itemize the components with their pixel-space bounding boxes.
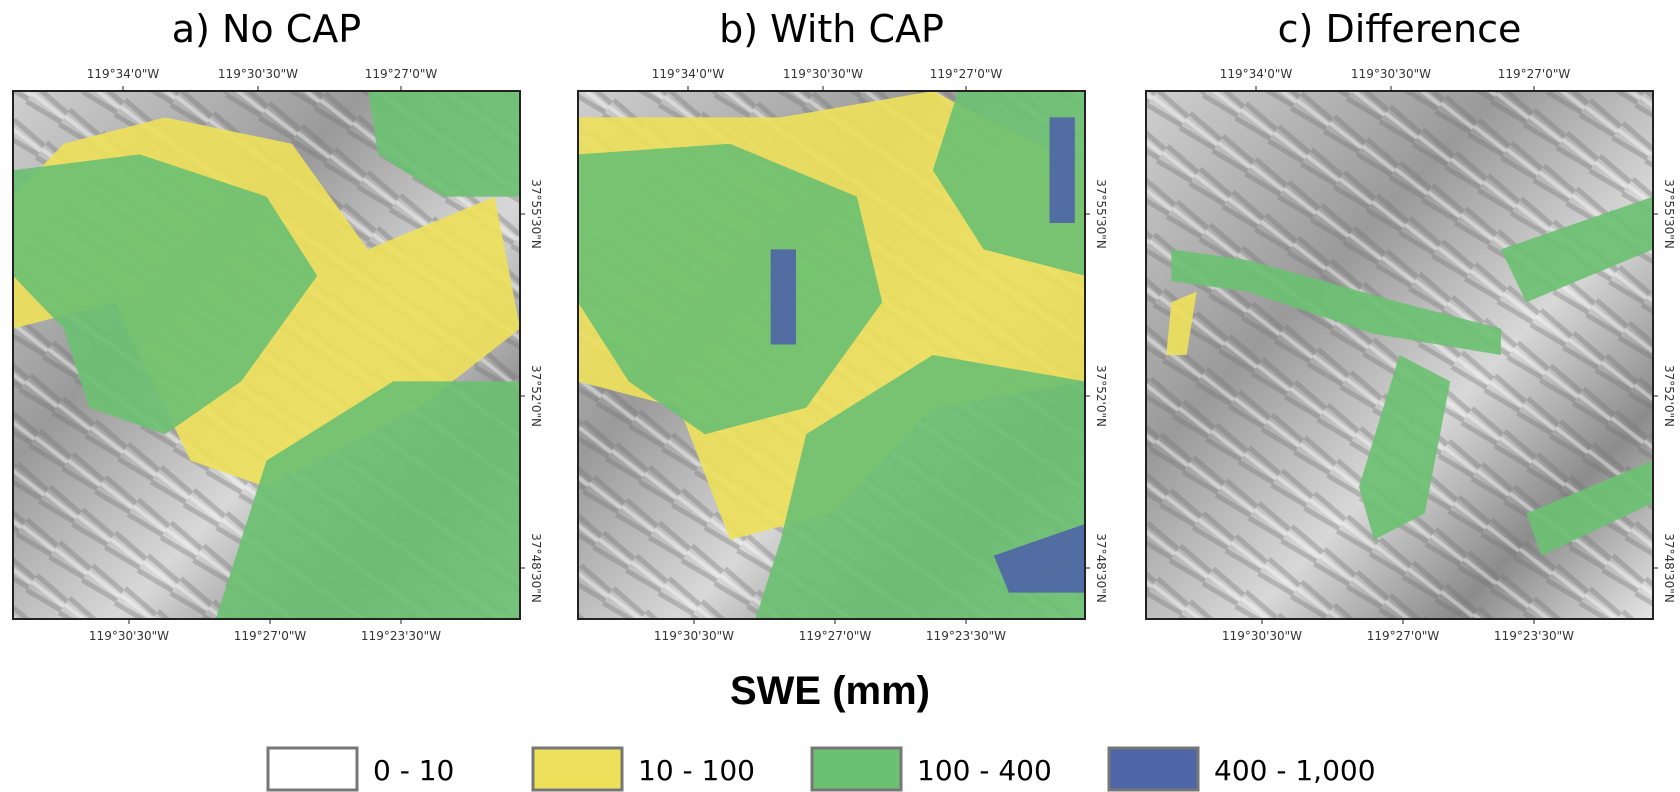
top-tick-label: 119°34'0"W bbox=[87, 67, 160, 81]
legend-label: 100 - 400 bbox=[917, 754, 1052, 787]
right-tick-label: 37°52'0"N bbox=[1662, 365, 1676, 427]
right-tick-label: 37°52'0"N bbox=[529, 365, 543, 427]
panel-title: c) Difference bbox=[1278, 7, 1522, 51]
bottom-tick-label: 119°27'0"W bbox=[1367, 629, 1440, 643]
top-tick-label: 119°27'0"W bbox=[930, 67, 1003, 81]
top-tick-label: 119°27'0"W bbox=[1498, 67, 1571, 81]
bottom-tick-label: 119°27'0"W bbox=[234, 629, 307, 643]
top-tick-label: 119°30'30"W bbox=[1351, 67, 1431, 81]
map-panel bbox=[13, 91, 520, 619]
panel-title: a) No CAP bbox=[172, 7, 361, 51]
top-tick-label: 119°34'0"W bbox=[1220, 67, 1293, 81]
top-tick-label: 119°34'0"W bbox=[652, 67, 725, 81]
legend-swatch bbox=[268, 748, 357, 790]
legend-swatch bbox=[533, 748, 622, 790]
legend-swatch bbox=[1109, 748, 1198, 790]
right-tick-label: 37°55'30"N bbox=[1094, 179, 1108, 249]
right-tick-label: 37°48'30"N bbox=[529, 533, 543, 603]
swe-zone bbox=[1050, 117, 1075, 223]
top-tick-label: 119°30'30"W bbox=[783, 67, 863, 81]
legend-label: 400 - 1,000 bbox=[1214, 754, 1376, 787]
bottom-tick-label: 119°30'30"W bbox=[1222, 629, 1302, 643]
legend-label: 10 - 100 bbox=[638, 754, 755, 787]
right-tick-label: 37°48'30"N bbox=[1094, 533, 1108, 603]
map-panel bbox=[578, 91, 1085, 619]
bottom-tick-label: 119°30'30"W bbox=[654, 629, 734, 643]
figure: SWE (mm) a) No CAP 119°34'0"W 119°30'30"W 1… bbox=[0, 0, 1680, 792]
legend-label: 0 - 10 bbox=[373, 754, 454, 787]
map-panel bbox=[1146, 91, 1653, 619]
bottom-tick-label: 119°30'30"W bbox=[89, 629, 169, 643]
bottom-tick-label: 119°23'30"W bbox=[1494, 629, 1574, 643]
bottom-tick-label: 119°27'0"W bbox=[799, 629, 872, 643]
legend-title: SWE (mm) bbox=[730, 669, 930, 713]
right-tick-label: 37°55'30"N bbox=[1662, 179, 1676, 249]
top-tick-label: 119°30'30"W bbox=[218, 67, 298, 81]
bottom-tick-label: 119°23'30"W bbox=[926, 629, 1006, 643]
right-tick-label: 37°48'30"N bbox=[1662, 533, 1676, 603]
right-tick-label: 37°52'0"N bbox=[1094, 365, 1108, 427]
swe-zone bbox=[771, 249, 796, 344]
bottom-tick-label: 119°23'30"W bbox=[361, 629, 441, 643]
legend-swatch bbox=[812, 748, 901, 790]
top-tick-label: 119°27'0"W bbox=[365, 67, 438, 81]
panel-title: b) With CAP bbox=[719, 7, 944, 51]
right-tick-label: 37°55'30"N bbox=[529, 179, 543, 249]
